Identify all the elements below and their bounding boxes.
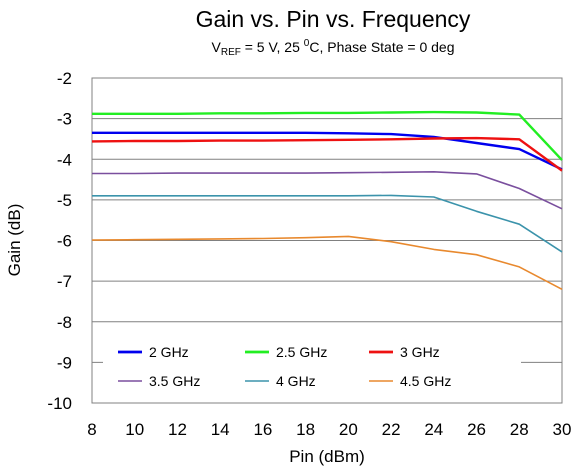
subtitle-sub: REF — [221, 47, 241, 58]
y-tick-label: -9 — [57, 353, 72, 372]
y-tick-label: -7 — [57, 272, 72, 291]
legend-label: 2 GHz — [149, 344, 189, 360]
x-tick-label: 20 — [339, 420, 358, 439]
legend-label: 3.5 GHz — [149, 373, 200, 389]
legend-box — [103, 338, 521, 395]
y-tick-label: -2 — [57, 69, 72, 88]
subtitle-sup: 0 — [304, 38, 310, 49]
x-tick-label: 8 — [87, 420, 96, 439]
x-tick-label: 24 — [424, 420, 443, 439]
subtitle-middle: = 5 V, 25 — [241, 39, 304, 55]
series-line-3-ghz — [91, 136, 563, 172]
legend-label: 3 GHz — [400, 344, 440, 360]
x-tick-label: 30 — [553, 420, 572, 439]
chart-subtitle: VREF = 5 V, 25 0C, Phase State = 0 deg — [212, 38, 455, 58]
x-tick-label: 12 — [168, 420, 187, 439]
subtitle-prefix: V — [212, 39, 222, 55]
chart-title: Gain vs. Pin vs. Frequency — [196, 6, 471, 32]
x-tick-labels: 8 10 12 14 16 18 20 22 24 26 28 30 — [87, 420, 571, 439]
y-tick-label: -10 — [47, 394, 72, 413]
x-tick-label: 18 — [296, 420, 315, 439]
series-line-3-5-ghz — [92, 171, 563, 210]
x-tick-label: 16 — [253, 420, 272, 439]
series-line-2-ghz — [92, 131, 563, 171]
legend-label: 2.5 GHz — [276, 344, 327, 360]
y-tick-label: -4 — [57, 150, 72, 169]
series-line-2-5-ghz — [92, 110, 563, 161]
x-tick-label: 10 — [125, 420, 144, 439]
x-tick-label: 14 — [211, 420, 230, 439]
y-tick-label: -5 — [57, 191, 72, 210]
series-line-4-5-ghz — [91, 235, 563, 291]
y-tick-label: -3 — [57, 110, 72, 129]
series-lines — [91, 110, 563, 291]
y-tick-label: -6 — [57, 232, 72, 251]
legend-label: 4.5 GHz — [400, 373, 451, 389]
y-tick-labels: -2 -3 -4 -5 -6 -7 -8 -9 -10 — [47, 69, 72, 413]
y-axis-label: Gain (dB) — [5, 204, 24, 277]
legend: 2 GHz 2.5 GHz 3 GHz 3.5 GHz 4 GHz 4.5 GHz — [118, 344, 451, 389]
subtitle-suffix: C, Phase State = 0 deg — [309, 39, 454, 55]
y-tick-label: -8 — [57, 313, 72, 332]
legend-label: 4 GHz — [276, 373, 316, 389]
series-line-4-ghz — [92, 194, 563, 253]
x-axis-label: Pin (dBm) — [289, 447, 365, 466]
x-tick-label: 28 — [510, 420, 529, 439]
x-tick-label: 22 — [382, 420, 401, 439]
x-tick-label: 26 — [467, 420, 486, 439]
